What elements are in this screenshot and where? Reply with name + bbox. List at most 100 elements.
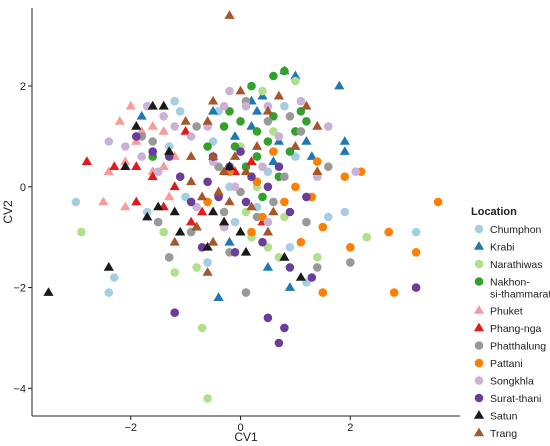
circle-point	[302, 217, 311, 227]
circle-point	[258, 212, 267, 222]
circle-point	[269, 71, 278, 81]
legend-label: si-thammarat	[490, 289, 550, 301]
circle-point	[181, 192, 190, 202]
circle-point	[411, 283, 421, 292]
triangle-point	[229, 151, 241, 160]
triangle-point	[120, 161, 131, 170]
triangle-point	[164, 191, 175, 201]
circle-point	[208, 137, 218, 146]
circle-point	[186, 197, 196, 207]
circle-point	[241, 197, 251, 207]
circle-point	[175, 107, 185, 116]
triangle-point	[273, 90, 284, 100]
circle-point	[313, 263, 322, 272]
legend-key	[473, 427, 485, 437]
legend-item: Satun	[473, 410, 518, 423]
triangle-point	[98, 196, 109, 206]
triangle-point	[290, 70, 301, 80]
circle-point	[241, 288, 251, 297]
y-ticks: −4 −2 0 2	[13, 81, 32, 395]
circle-point	[302, 192, 311, 202]
circle-point	[285, 207, 295, 217]
circle-point	[340, 172, 350, 181]
triangle-point	[224, 236, 235, 246]
triangle-point	[224, 196, 235, 206]
legend: Location Chumphon Krabi Narathiwas Nakhon-s…	[471, 206, 550, 440]
legend-key	[474, 224, 484, 234]
triangle-point	[208, 236, 219, 246]
legend-item: Pattani	[474, 358, 523, 370]
triangle-point	[169, 236, 180, 246]
circle-point	[280, 212, 289, 222]
y-tick-label: 0	[20, 182, 26, 194]
circle-point	[433, 197, 443, 207]
circle-point	[153, 167, 163, 176]
triangle-point	[147, 121, 158, 130]
circle-point	[313, 157, 322, 166]
legend-label: Phang-nga	[490, 323, 542, 335]
circle-point	[346, 258, 355, 267]
triangle-point	[131, 121, 142, 130]
triangle-point	[208, 105, 219, 115]
circle-point	[225, 107, 234, 116]
triangle-point	[301, 100, 312, 110]
triangle-point	[229, 131, 241, 140]
circle-point	[192, 202, 201, 212]
circle-point	[175, 172, 185, 181]
x-tick-label: −2	[124, 422, 137, 434]
circle-point	[263, 117, 273, 126]
circle-point	[318, 288, 328, 297]
triangle-point	[164, 146, 175, 155]
triangle-point	[339, 146, 350, 155]
triangle-point	[186, 151, 197, 160]
circle-point	[280, 323, 289, 333]
circle-point	[346, 243, 355, 252]
series	[169, 10, 323, 276]
legend-label: Nakhon-	[490, 277, 530, 289]
triangle-point	[114, 116, 125, 125]
circle-point	[104, 288, 114, 297]
triangle-point	[103, 262, 114, 271]
circle-point	[280, 101, 289, 111]
triangle-point	[290, 141, 301, 150]
circle-point	[153, 217, 163, 227]
triangle-point	[147, 171, 158, 181]
triangle-point	[246, 201, 257, 211]
triangle-point	[208, 95, 219, 105]
triangle-point	[251, 105, 263, 115]
axes: −2 0 2 −4 −2 0 2 CV1 CV2	[1, 8, 460, 444]
circle-point	[159, 227, 168, 237]
circle-point	[269, 147, 278, 156]
circle-point	[252, 152, 262, 161]
circle-point	[219, 122, 229, 131]
circle-point	[104, 137, 114, 146]
circle-point	[263, 243, 273, 252]
triangle-point	[240, 166, 252, 175]
circle-point	[132, 132, 141, 141]
legend-item: Phatthalung	[474, 341, 546, 353]
triangle-point	[191, 221, 202, 231]
circle-point	[192, 122, 201, 131]
legend-label: Songkhla	[490, 376, 534, 388]
legend-key	[474, 358, 484, 368]
triangle-point	[81, 156, 92, 165]
circle-point	[236, 147, 245, 156]
triangle-point	[251, 141, 263, 150]
legend-item: Surat-thani	[474, 393, 541, 405]
triangle-point	[218, 166, 230, 175]
circle-point	[313, 252, 322, 262]
circle-point	[324, 162, 333, 171]
circle-point	[192, 263, 201, 272]
circle-point	[351, 167, 361, 176]
circle-point	[230, 217, 240, 227]
circle-point	[318, 222, 328, 232]
triangle-point	[169, 181, 180, 191]
circle-point	[280, 66, 289, 76]
triangle-point	[202, 116, 213, 125]
y-tick-label: −2	[13, 283, 26, 295]
legend-label: Phatthalung	[490, 341, 546, 353]
y-tick-label: 2	[20, 81, 26, 93]
circle-point	[164, 252, 174, 262]
plot-area	[43, 10, 443, 403]
triangle-point	[120, 201, 131, 211]
